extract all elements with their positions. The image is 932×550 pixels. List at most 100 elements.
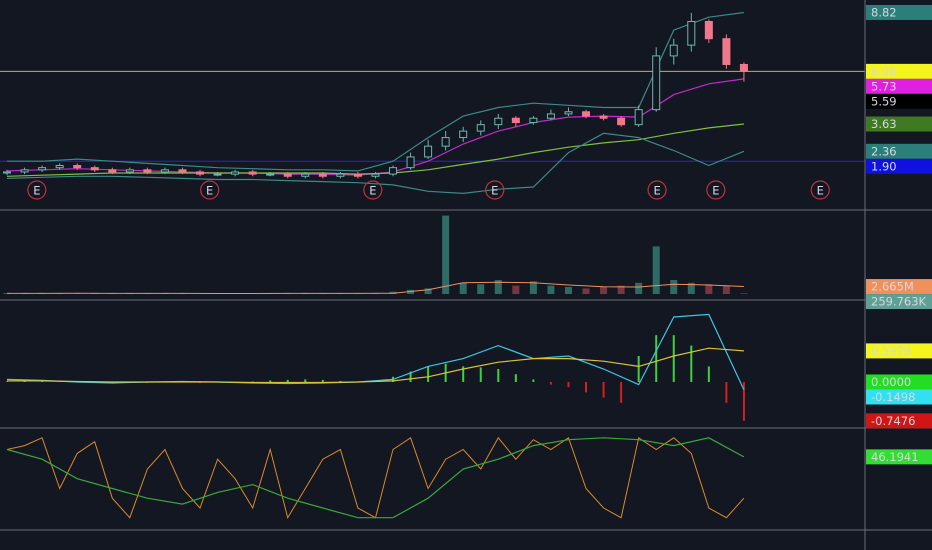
overlay-line xyxy=(6,132,745,195)
histogram-bar xyxy=(304,379,307,382)
volume-bar xyxy=(740,293,748,295)
histogram-bar xyxy=(269,380,272,382)
price-tag-label: -0.7476 xyxy=(871,414,915,428)
histogram-bar xyxy=(742,381,745,421)
histogram-bar xyxy=(585,381,588,393)
earnings-label: E xyxy=(817,184,824,198)
price-tag-label: 6.08 xyxy=(871,64,897,78)
price-tag-label: 2.36 xyxy=(871,144,897,158)
candle-body xyxy=(196,171,205,175)
price-tag xyxy=(866,78,932,94)
candle-body xyxy=(476,124,485,132)
histogram-bar xyxy=(690,345,693,382)
histogram-bar xyxy=(251,381,254,382)
marks xyxy=(0,11,865,519)
histogram-bar xyxy=(462,366,465,382)
price-tag xyxy=(866,93,932,109)
price-tag-label: 46.1941 xyxy=(871,450,919,464)
histogram-bar xyxy=(514,374,517,382)
candle-body xyxy=(511,117,520,124)
price-tag xyxy=(866,143,932,159)
histogram-bar xyxy=(532,379,535,382)
histogram-bar xyxy=(707,366,710,382)
histogram-bar xyxy=(637,355,640,382)
candle-body xyxy=(704,20,713,40)
price-tag-label: 259.763K xyxy=(871,295,927,309)
candle-body xyxy=(55,165,64,169)
candle-body xyxy=(125,169,134,173)
volume-bar xyxy=(442,215,450,295)
candle-body xyxy=(406,156,415,169)
histogram-bar xyxy=(602,381,605,398)
macd-line xyxy=(7,347,744,384)
price-tag-label: 3.63 xyxy=(871,117,897,131)
candle-body xyxy=(634,109,643,126)
candle-body xyxy=(652,55,661,111)
candle-body xyxy=(389,167,398,175)
earnings-label: E xyxy=(653,184,660,198)
candle-body xyxy=(722,38,731,65)
candle-body xyxy=(494,117,503,126)
candle-body xyxy=(459,130,468,139)
histogram-bar xyxy=(479,367,482,382)
candle-body xyxy=(739,63,748,72)
histogram-bar xyxy=(409,371,412,382)
price-tag xyxy=(866,294,932,310)
candle-body xyxy=(687,20,696,46)
price-tag-label: 2.665M xyxy=(871,280,914,294)
oscillator-signal xyxy=(6,437,745,519)
candle-body xyxy=(424,145,433,158)
histogram-bar xyxy=(339,380,342,382)
price-tag-label: 5.73 xyxy=(871,79,897,93)
histogram-bar xyxy=(672,335,675,382)
volume-bar xyxy=(652,246,660,295)
volume-bar xyxy=(635,282,643,295)
volume-bar xyxy=(494,280,502,295)
candle-body xyxy=(371,173,380,177)
candle-body xyxy=(301,173,310,177)
volume-bar xyxy=(722,285,730,295)
candle-body xyxy=(143,169,152,173)
earnings-label: E xyxy=(712,184,719,198)
volume-bar xyxy=(424,288,432,295)
candle-body xyxy=(248,171,257,175)
candle-body xyxy=(108,169,117,173)
price-tag-label: 0.5979 xyxy=(871,344,911,358)
candle-body xyxy=(599,115,608,119)
candle-body xyxy=(178,169,187,173)
candle-body xyxy=(73,165,82,169)
price-tag xyxy=(866,374,932,390)
volume-ma xyxy=(7,281,744,294)
price-tag xyxy=(866,63,932,79)
volume-bar xyxy=(564,287,572,295)
histogram-bar xyxy=(286,379,289,382)
candle-body xyxy=(231,171,240,175)
histogram-bar xyxy=(725,381,728,403)
labels: E E E E E E E 8.82 6.085.735.59 3.63 2.361.90 2.665… xyxy=(33,4,932,465)
candle-body xyxy=(669,44,678,57)
candle-body xyxy=(546,113,555,119)
volume-bar xyxy=(617,285,625,295)
earnings-label: E xyxy=(491,184,498,198)
candle-body xyxy=(90,167,99,171)
volume-bar xyxy=(687,282,695,295)
price-tag-label: 5.59 xyxy=(871,94,897,108)
candle-body xyxy=(266,173,275,176)
histogram-bar xyxy=(655,335,658,382)
histogram-bar xyxy=(497,368,500,382)
volume-bar xyxy=(705,284,713,295)
candle-body xyxy=(283,173,292,177)
price-tag xyxy=(866,279,932,295)
candle-body xyxy=(336,173,345,177)
earnings-marker xyxy=(706,180,726,200)
earnings-marker xyxy=(363,180,383,200)
candle-body xyxy=(3,171,12,174)
price-tag xyxy=(866,389,932,405)
price-tag xyxy=(866,158,932,174)
volume-bar xyxy=(529,281,537,295)
volume-bar xyxy=(582,288,590,295)
earnings-marker xyxy=(810,180,830,200)
histogram-bar xyxy=(567,381,570,388)
